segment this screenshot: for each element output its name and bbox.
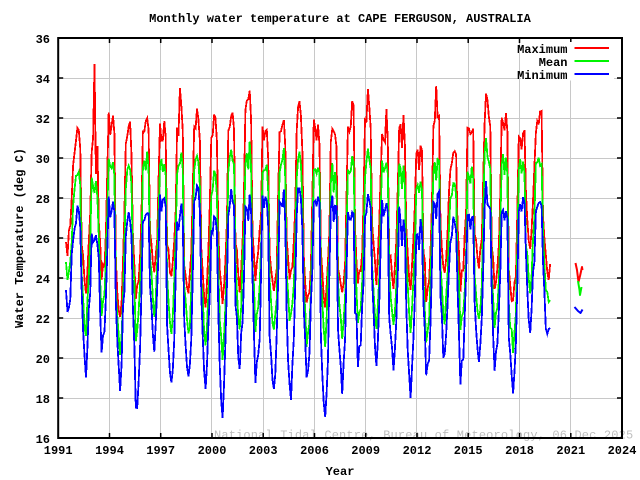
svg-text:Monthly water temperature at C: Monthly water temperature at CAPE FERGUS… [149, 12, 531, 26]
svg-text:Year: Year [326, 465, 355, 479]
svg-text:18: 18 [36, 393, 50, 407]
svg-text:2009: 2009 [351, 444, 380, 458]
svg-text:36: 36 [36, 33, 50, 47]
svg-text:26: 26 [36, 233, 50, 247]
svg-text:1997: 1997 [146, 444, 175, 458]
svg-text:2024: 2024 [608, 444, 637, 458]
svg-text:Mean: Mean [539, 56, 568, 70]
svg-text:2006: 2006 [300, 444, 329, 458]
svg-text:Minimum: Minimum [517, 69, 567, 83]
svg-text:Water Temperature (deg C): Water Temperature (deg C) [13, 148, 27, 328]
svg-text:1994: 1994 [95, 444, 124, 458]
svg-text:Maximum: Maximum [517, 43, 567, 57]
svg-text:2000: 2000 [198, 444, 227, 458]
svg-text:22: 22 [36, 313, 50, 327]
svg-text:2012: 2012 [403, 444, 432, 458]
svg-text:1991: 1991 [44, 444, 73, 458]
svg-text:34: 34 [36, 73, 50, 87]
svg-text:32: 32 [36, 113, 50, 127]
svg-text:24: 24 [36, 273, 50, 287]
svg-text:20: 20 [36, 353, 50, 367]
svg-text:16: 16 [36, 433, 50, 447]
svg-text:2003: 2003 [249, 444, 278, 458]
svg-text:28: 28 [36, 193, 50, 207]
svg-text:2021: 2021 [556, 444, 585, 458]
svg-text:30: 30 [36, 153, 50, 167]
svg-text:2018: 2018 [505, 444, 534, 458]
svg-text:2015: 2015 [454, 444, 483, 458]
